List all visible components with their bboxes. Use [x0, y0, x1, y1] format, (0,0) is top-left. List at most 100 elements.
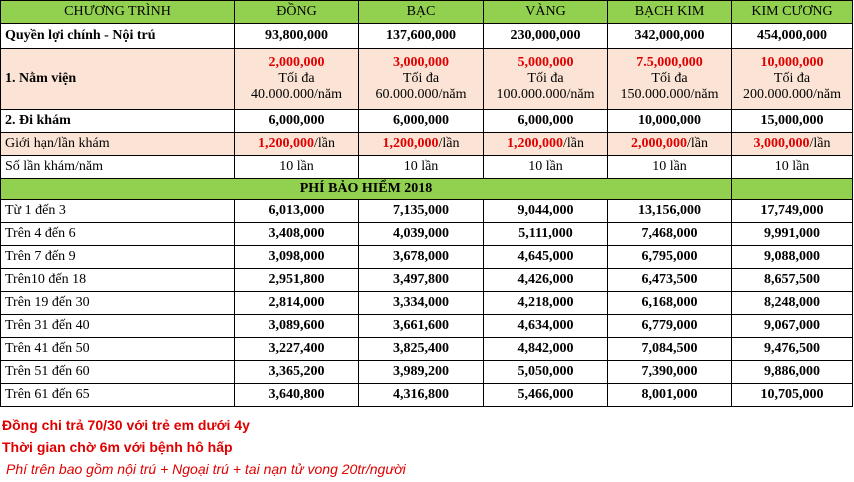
per-visit-value: 1,200,000: [382, 136, 439, 151]
premium-value: 3,365,200: [234, 360, 359, 384]
header-bac: BẠC: [358, 0, 484, 24]
premium-value: 3,678,000: [358, 245, 484, 269]
premium-value: 9,886,000: [731, 360, 853, 384]
premium-value: 9,991,000: [731, 222, 853, 246]
premium-value: 2,951,800: [234, 268, 359, 292]
premium-value: 9,476,500: [731, 337, 853, 361]
premium-value: 7,390,000: [607, 360, 732, 384]
visits-value: 10 lần: [358, 155, 484, 179]
max-value: 100.000.000/năm: [496, 87, 595, 102]
premium-value: 7,468,000: [607, 222, 732, 246]
premium-value: 4,316,800: [358, 383, 484, 407]
per-visit-unit: /lần: [314, 136, 335, 151]
hospital-cell: 3,000,000 Tối đa 60.000.000/năm: [358, 48, 484, 110]
max-label: Tối đa: [402, 71, 440, 86]
premium-value: 3,661,600: [358, 314, 484, 338]
max-value: 40.000.000/năm: [251, 87, 342, 102]
max-value: 150.000.000/năm: [620, 87, 719, 102]
hospital-cell: 7.5,000,000 Tối đa 150.000.000/năm: [607, 48, 732, 110]
premium-value: 3,098,000: [234, 245, 359, 269]
premium-row: Trên 41 đến 50 3,227,400 3,825,400 4,842…: [0, 337, 853, 361]
premium-value: 17,749,000: [731, 199, 853, 223]
main-benefit-row: Quyền lợi chính - Nội trú 93,800,000 137…: [0, 23, 853, 49]
per-visit-unit: /lần: [809, 136, 831, 151]
visits-value: 10 lần: [234, 155, 359, 179]
age-label: Trên 7 đến 9: [0, 245, 235, 269]
max-label: Tối đa: [773, 71, 811, 86]
hospital-amount: 3,000,000: [393, 55, 449, 70]
premium-value: 3,989,200: [358, 360, 484, 384]
premium-value: 3,825,400: [358, 337, 484, 361]
age-label: Trên 61 đến 65: [0, 383, 235, 407]
premium-value: 3,089,600: [234, 314, 359, 338]
premium-value: 2,814,000: [234, 291, 359, 315]
max-label: Tối đa: [278, 71, 315, 86]
per-visit-unit: /lần: [563, 136, 584, 151]
outpatient-value: 6,000,000: [358, 109, 484, 133]
hospital-amount: 2,000,000: [268, 55, 325, 70]
main-benefit-value: 342,000,000: [607, 23, 732, 49]
premium-row: Trên 31 đến 40 3,089,600 3,661,600 4,634…: [0, 314, 853, 338]
premium-value: 8,657,500: [731, 268, 853, 292]
premium-value: 4,645,000: [483, 245, 608, 269]
visits-value: 10 lần: [607, 155, 732, 179]
premium-value: 8,248,000: [731, 291, 853, 315]
age-label: Từ 1 đến 3: [0, 199, 235, 223]
header-kim-cuong: KIM CƯƠNG: [731, 0, 853, 24]
outpatient-value: 6,000,000: [234, 109, 359, 133]
premium-value: 6,795,000: [607, 245, 732, 269]
premium-value: 6,473,500: [607, 268, 732, 292]
premium-value: 8,001,000: [607, 383, 732, 407]
outpatient-label: 2. Đi khám: [0, 109, 235, 133]
per-visit-cell: 1,200,000/lần: [483, 132, 608, 156]
age-label: Trên 19 đến 30: [0, 291, 235, 315]
per-visit-value: 2,000,000: [631, 136, 687, 151]
notes-block: Đồng chi trả 70/30 với trẻ em dưới 4y Th…: [0, 414, 720, 480]
hospital-amount: 7.5,000,000: [636, 55, 703, 70]
max-value: 60.000.000/năm: [375, 87, 467, 102]
premium-value: 9,044,000: [483, 199, 608, 223]
max-label: Tối đa: [527, 71, 564, 86]
note-copay: Đồng chi trả 70/30 với trẻ em dưới 4y: [2, 417, 250, 433]
outpatient-row: 2. Đi khám 6,000,000 6,000,000 6,000,000…: [0, 109, 853, 133]
age-label: Trên 41 đến 50: [0, 337, 235, 361]
per-visit-unit: /lần: [438, 136, 460, 151]
per-visit-cell: 1,200,000/lần: [234, 132, 359, 156]
header-bach-kim: BẠCH KIM: [607, 0, 732, 24]
hospital-amount: 5,000,000: [517, 55, 574, 70]
per-visit-row: Giới hạn/lần khám 1,200,000/lần 1,200,00…: [0, 132, 853, 156]
premium-row: Trên 61 đến 65 3,640,800 4,316,800 5,466…: [0, 383, 853, 407]
per-visit-unit: /lần: [687, 136, 708, 151]
max-value: 200.000.000/năm: [743, 87, 841, 102]
premium-row: Trên 19 đến 30 2,814,000 3,334,000 4,218…: [0, 291, 853, 315]
hospital-cell: 10,000,000 Tối đa 200.000.000/năm: [731, 48, 853, 110]
age-label: Trên 51 đến 60: [0, 360, 235, 384]
header-vang: VÀNG: [483, 0, 608, 24]
premium-value: 6,013,000: [234, 199, 359, 223]
note-coverage: Phí trên bao gồm nội trú + Ngoại trú + t…: [6, 461, 406, 477]
per-visit-cell: 3,000,000/lần: [731, 132, 853, 156]
hospital-label: 1. Nằm viện: [0, 48, 235, 110]
premium-value: 5,050,000: [483, 360, 608, 384]
premium-value: 9,067,000: [731, 314, 853, 338]
main-benefit-value: 454,000,000: [731, 23, 853, 49]
premium-section-row: PHÍ BẢO HIỂM 2018: [0, 178, 853, 200]
age-label: Trên10 đến 18: [0, 268, 235, 292]
max-label: Tối đa: [651, 71, 688, 86]
main-benefit-value: 93,800,000: [234, 23, 359, 49]
hospital-row: 1. Nằm viện 2,000,000 Tối đa 40.000.000/nă…: [0, 48, 853, 110]
premium-value: 3,640,800: [234, 383, 359, 407]
premium-value: 13,156,000: [607, 199, 732, 223]
main-benefit-value: 230,000,000: [483, 23, 608, 49]
premium-value: 5,111,000: [483, 222, 608, 246]
per-visit-label: Giới hạn/lần khám: [0, 132, 235, 156]
premium-row: Trên10 đến 18 2,951,800 3,497,800 4,426,…: [0, 268, 853, 292]
age-label: Trên 31 đến 40: [0, 314, 235, 338]
header-row: CHƯƠNG TRÌNH ĐỒNG BẠC VÀNG BẠCH KIM KIM …: [0, 0, 853, 24]
per-visit-cell: 1,200,000/lần: [358, 132, 484, 156]
premium-value: 4,842,000: [483, 337, 608, 361]
premium-row: Từ 1 đến 3 6,013,000 7,135,000 9,044,000…: [0, 199, 853, 223]
premium-value: 3,227,400: [234, 337, 359, 361]
premium-value: 7,135,000: [358, 199, 484, 223]
insurance-table: CHƯƠNG TRÌNH ĐỒNG BẠC VÀNG BẠCH KIM KIM …: [0, 0, 853, 407]
